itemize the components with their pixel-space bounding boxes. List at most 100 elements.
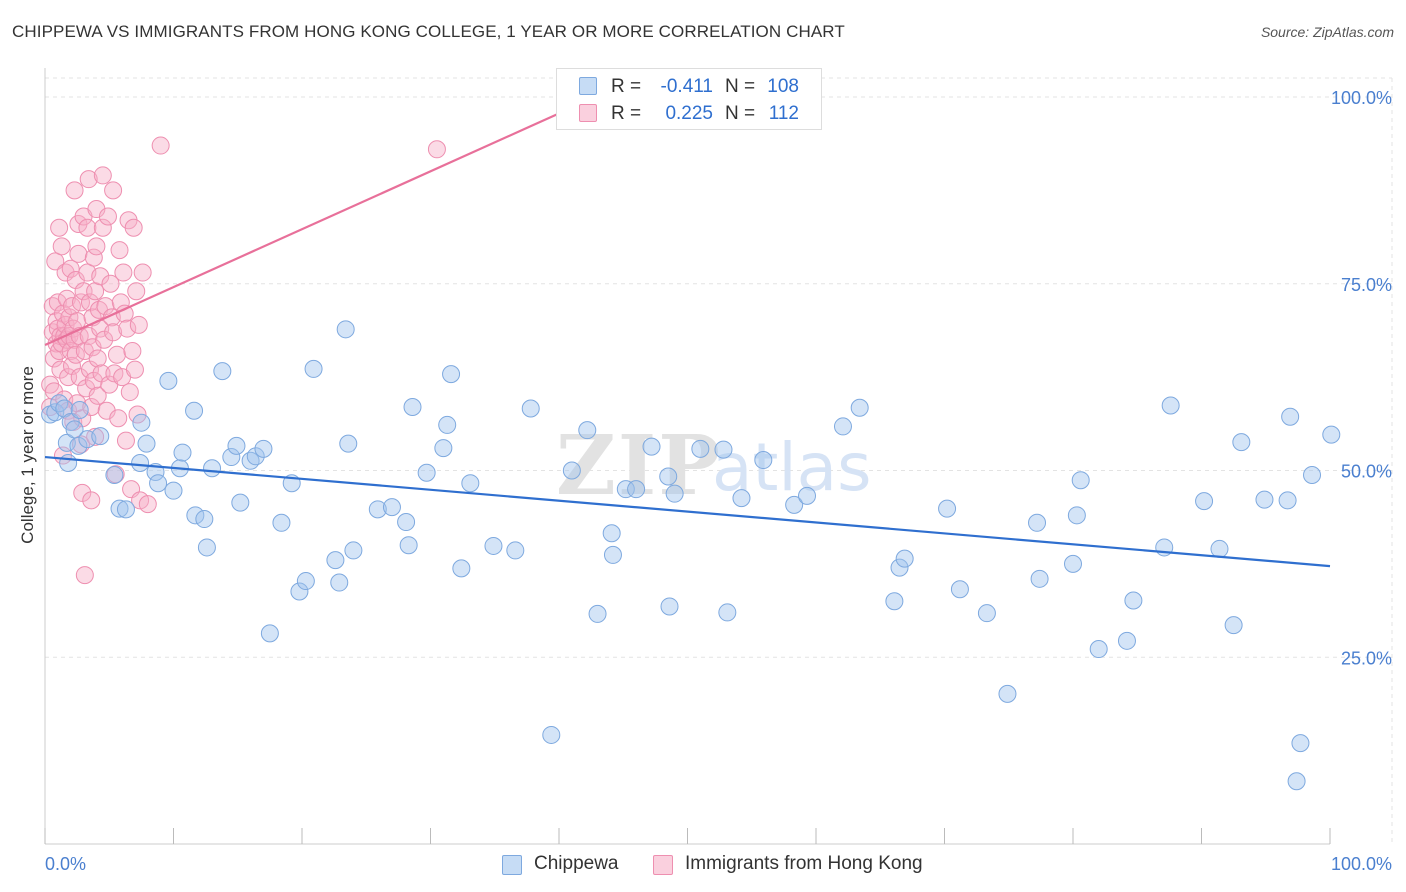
chippewa-point (732, 489, 751, 508)
chippewa-point (213, 362, 232, 381)
chippewa-point (718, 603, 737, 622)
hong-kong-point (51, 360, 70, 379)
chippewa-point (588, 604, 607, 623)
chippewa-point (602, 524, 621, 543)
chippewa-point (950, 580, 969, 599)
chippewa-point (173, 443, 192, 462)
chippewa-point (659, 467, 678, 486)
chippewa-point (434, 439, 453, 458)
hong-kong-point (116, 431, 135, 450)
hong-kong-point (95, 330, 114, 349)
chippewa-point (1124, 591, 1143, 610)
legend-swatch-chippewa (502, 855, 522, 875)
chippewa-point (382, 498, 401, 517)
chippewa-point (1210, 539, 1229, 558)
y-axis-title: College, 1 year or more (18, 366, 37, 544)
chippewa-point (1028, 513, 1047, 532)
chippewa-point (304, 359, 323, 378)
hong-kong-point (88, 349, 107, 368)
chippewa-point (1064, 554, 1082, 573)
chippewa-point (885, 592, 904, 611)
legend-label-chippewa: Chippewa (534, 853, 619, 874)
y-tick-label: 25.0% (1341, 648, 1392, 668)
chippewa-point (296, 572, 315, 591)
hong-kong-point (79, 170, 98, 189)
hong-kong-point (46, 252, 65, 271)
hong-kong-point (124, 218, 143, 237)
chippewa-point (368, 500, 387, 519)
legend-swatch-chippewa (579, 77, 597, 95)
hong-kong-point (427, 140, 446, 159)
y-tick-label: 75.0% (1341, 275, 1392, 295)
hong-kong-point (106, 465, 125, 484)
chippewa-point (562, 461, 581, 480)
chippewa-point (222, 448, 241, 467)
chippewa-point (890, 558, 909, 577)
chippewa-point (714, 440, 733, 459)
hong-kong-point (88, 386, 107, 405)
hong-kong-point (69, 244, 88, 263)
chippewa-point (57, 433, 76, 452)
series-legend: Chippewa Immigrants from Hong Kong (0, 852, 1406, 878)
chippewa-point (691, 439, 710, 458)
hong-kong-point (115, 304, 134, 323)
legend-swatch-hong-kong (653, 855, 673, 875)
chippewa-point (521, 399, 540, 418)
chippewa-point (186, 506, 205, 525)
hong-kong-point (110, 241, 129, 260)
chippewa-point (69, 436, 88, 455)
chippewa-point (59, 454, 78, 473)
hong-kong-point (123, 341, 142, 360)
chippewa-point (1281, 407, 1300, 426)
hong-kong-point (75, 566, 94, 585)
hong-kong-point (151, 136, 170, 155)
y-tick-label: 100.0% (1331, 88, 1392, 108)
chippewa-point (977, 604, 996, 623)
chippewa-point (1322, 425, 1341, 444)
legend-n-value: 112 (768, 103, 799, 124)
hong-kong-point (104, 323, 123, 342)
chippewa-point (132, 413, 151, 432)
trend-lines (44, 107, 1331, 568)
watermark-atlas: atlas (712, 429, 872, 506)
hong-kong-point (82, 398, 101, 417)
chippewa-point (603, 545, 622, 564)
hong-kong-point (87, 237, 106, 256)
chippewa-point (246, 447, 265, 466)
chippewa-point (344, 541, 363, 560)
chippewa-point (506, 541, 525, 560)
chippewa-point (1291, 734, 1310, 753)
hong-kong-point (133, 263, 152, 282)
chippewa-point (616, 480, 635, 499)
chippewa-point (998, 684, 1017, 703)
chippewa-point (461, 474, 480, 493)
chippewa-point (833, 417, 852, 436)
chippewa-point (290, 582, 309, 601)
series-chippewa-points (41, 320, 1341, 791)
hong-kong-point (118, 319, 137, 338)
trend-line-hong-kong (44, 107, 572, 347)
chippewa-point (627, 480, 646, 499)
hong-kong-point (80, 293, 99, 312)
chippewa-point (50, 394, 69, 413)
chippewa-point (110, 499, 129, 518)
chippewa-point (660, 597, 679, 616)
legend-r-value: 0.225 (665, 103, 713, 124)
hong-kong-point (128, 405, 147, 424)
chippewa-point (1287, 772, 1306, 791)
chippewa-point (1232, 433, 1251, 452)
chippewa-point (403, 398, 422, 417)
chippewa-point (105, 465, 124, 484)
hong-kong-point (125, 360, 144, 379)
x-tick-label-max: 100.0% (1331, 854, 1392, 874)
hong-kong-point (98, 207, 117, 226)
chippewa-point (1161, 396, 1180, 415)
chippewa-point (850, 398, 869, 417)
hong-kong-point (84, 248, 103, 267)
chippewa-point (1067, 506, 1086, 525)
chippewa-point (131, 454, 150, 473)
hong-kong-point (52, 237, 71, 256)
hong-kong-point (82, 491, 101, 510)
hong-kong-point (114, 263, 133, 282)
